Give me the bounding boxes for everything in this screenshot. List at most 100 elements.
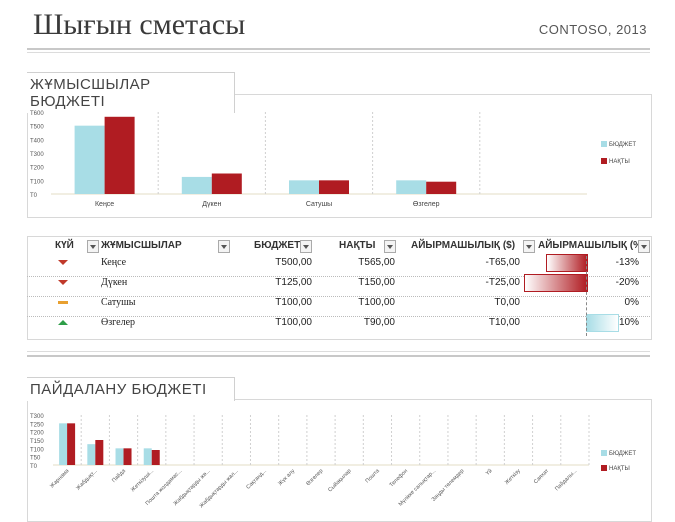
diff-cell: Т10,00 (488, 317, 520, 328)
y-tick-label: Т400 (30, 138, 44, 144)
diff-filter-dropdown[interactable] (523, 240, 535, 253)
diff-pct-cell: 0% (624, 297, 639, 308)
bar-budget (74, 125, 105, 194)
y-tick-label: Т0 (30, 193, 38, 199)
category-label: Пайдалы... (553, 467, 578, 492)
actual-cell: Т150,00 (358, 277, 395, 288)
staff-name-cell: Өзгелер (101, 317, 136, 328)
category-label: Дүкен (202, 201, 221, 208)
bar-actual (95, 440, 104, 465)
category-label: Жүк алу (277, 468, 296, 487)
category-label: Кеңсе (95, 201, 114, 208)
category-label: Сақтанд... (245, 468, 268, 491)
legend-swatch (601, 141, 607, 147)
bar-budget (289, 180, 319, 194)
company-year-label: CONTOSO, 2013 (538, 22, 647, 37)
category-label: Жабдықт... (75, 468, 99, 492)
bar-budget (87, 444, 96, 465)
actual-cell: Т90,00 (363, 317, 395, 328)
col-header-state: КҮЙ (55, 240, 74, 251)
actual-cell: Т565,00 (358, 257, 395, 268)
trend-down-icon (58, 260, 68, 265)
category-label: Пайда (110, 467, 127, 484)
category-label: Жарнама (49, 468, 71, 490)
category-label: Жеткізуші... (130, 468, 155, 493)
section-divider-thick (27, 355, 650, 357)
bar-budget (143, 448, 152, 465)
bar-actual (104, 116, 135, 194)
y-tick-label: Т200 (30, 166, 44, 172)
operating-budget-chart: Т300 Т250 Т200 Т150 Т100 Т50 Т0 Жарнама Жабдықт.… (30, 414, 636, 509)
bar-actual (67, 423, 76, 465)
data-bar-axis (586, 256, 587, 336)
actual-filter-dropdown[interactable] (384, 240, 396, 253)
budget-filter-dropdown[interactable] (300, 240, 312, 253)
col-header-diff: АЙЫРМАШЫЛЫҚ ($) (411, 240, 516, 251)
category-label: Үй (484, 467, 493, 476)
trend-up-icon (58, 320, 68, 325)
category-label: Өзгелер (413, 201, 440, 208)
y-tick-label: Т50 (30, 456, 41, 462)
page-title: Шығын сметасы (33, 8, 246, 41)
legend-label: БЮДЖЕТ (609, 142, 636, 148)
y-tick-label: Т150 (30, 439, 44, 445)
diff-cell: Т0,00 (494, 297, 520, 308)
y-tick-label: Т250 (30, 422, 44, 428)
bar-actual (426, 181, 457, 194)
y-tick-label: Т300 (30, 414, 44, 420)
y-tick-label: Т0 (30, 464, 38, 470)
y-tick-label: Т100 (30, 447, 44, 453)
diff-pct-data-bar (586, 314, 619, 332)
y-tick-label: Т100 (30, 179, 44, 185)
bar-budget (59, 423, 68, 465)
trend-down-icon (58, 280, 68, 285)
operating-chart-panel[interactable] (27, 399, 652, 522)
bar-actual (211, 173, 242, 194)
bar-actual (123, 448, 132, 465)
staff-budget-table[interactable] (27, 236, 652, 340)
category-label: Саяхат (533, 468, 550, 485)
bar-budget (181, 176, 212, 194)
row-divider (27, 276, 650, 277)
category-label: Өзгелер (305, 468, 324, 487)
col-header-diff-pct: АЙЫРМАШЫЛЫҚ (%) (538, 240, 646, 251)
staff-budget-section-title: ЖҰМЫСШЫЛАР БЮДЖЕТІ (27, 72, 235, 113)
operating-budget-section-title: ПАЙДАЛАНУ БЮДЖЕТІ (27, 377, 235, 401)
row-divider (27, 296, 650, 297)
bar-budget (396, 180, 427, 194)
row-divider (27, 316, 650, 317)
diff-pct-cell: -13% (615, 257, 639, 268)
diff-cell: -Т25,00 (485, 277, 520, 288)
trend-flat-icon (58, 300, 68, 304)
budget-cell: Т100,00 (275, 317, 312, 328)
bar-budget (115, 448, 124, 465)
category-label: Жеткізу (504, 468, 522, 486)
budget-cell: Т100,00 (275, 297, 312, 308)
y-tick-label: Т500 (30, 125, 44, 131)
col-header-actual: НАҚТЫ (339, 240, 376, 251)
category-label: Пошта (365, 468, 382, 485)
staff-filter-dropdown[interactable] (218, 240, 230, 253)
diff-pct-cell: -20% (615, 277, 639, 288)
diff-cell: -Т65,00 (485, 257, 520, 268)
header-divider (27, 48, 650, 50)
col-header-budget: БЮДЖЕТ (254, 240, 301, 251)
staff-name-cell: Кеңсе (101, 257, 127, 268)
legend-label: БЮДЖЕТ (609, 451, 636, 457)
col-header-staff: ЖҰМЫСШЫЛАР (101, 240, 182, 251)
legend-label: НАҚТЫ (609, 466, 630, 472)
category-label: Сатушы (306, 201, 332, 208)
budget-cell: Т125,00 (275, 277, 312, 288)
legend-label: НАҚТЫ (609, 159, 630, 165)
category-label: Сыйақылар (327, 467, 353, 493)
section-divider (27, 351, 650, 352)
legend-swatch (601, 158, 607, 164)
y-tick-label: Т200 (30, 431, 44, 437)
diff-pct-filter-dropdown[interactable] (638, 240, 650, 253)
y-tick-label: Т300 (30, 152, 44, 158)
state-filter-dropdown[interactable] (87, 240, 99, 253)
bar-actual (319, 180, 349, 194)
category-label: Телефон (389, 468, 409, 488)
staff-budget-chart: Т600 Т500 Т400 Т300 Т200 Т100 Т0 Кеңсе Дүкен Сату… (30, 111, 636, 208)
legend-swatch (601, 465, 607, 471)
